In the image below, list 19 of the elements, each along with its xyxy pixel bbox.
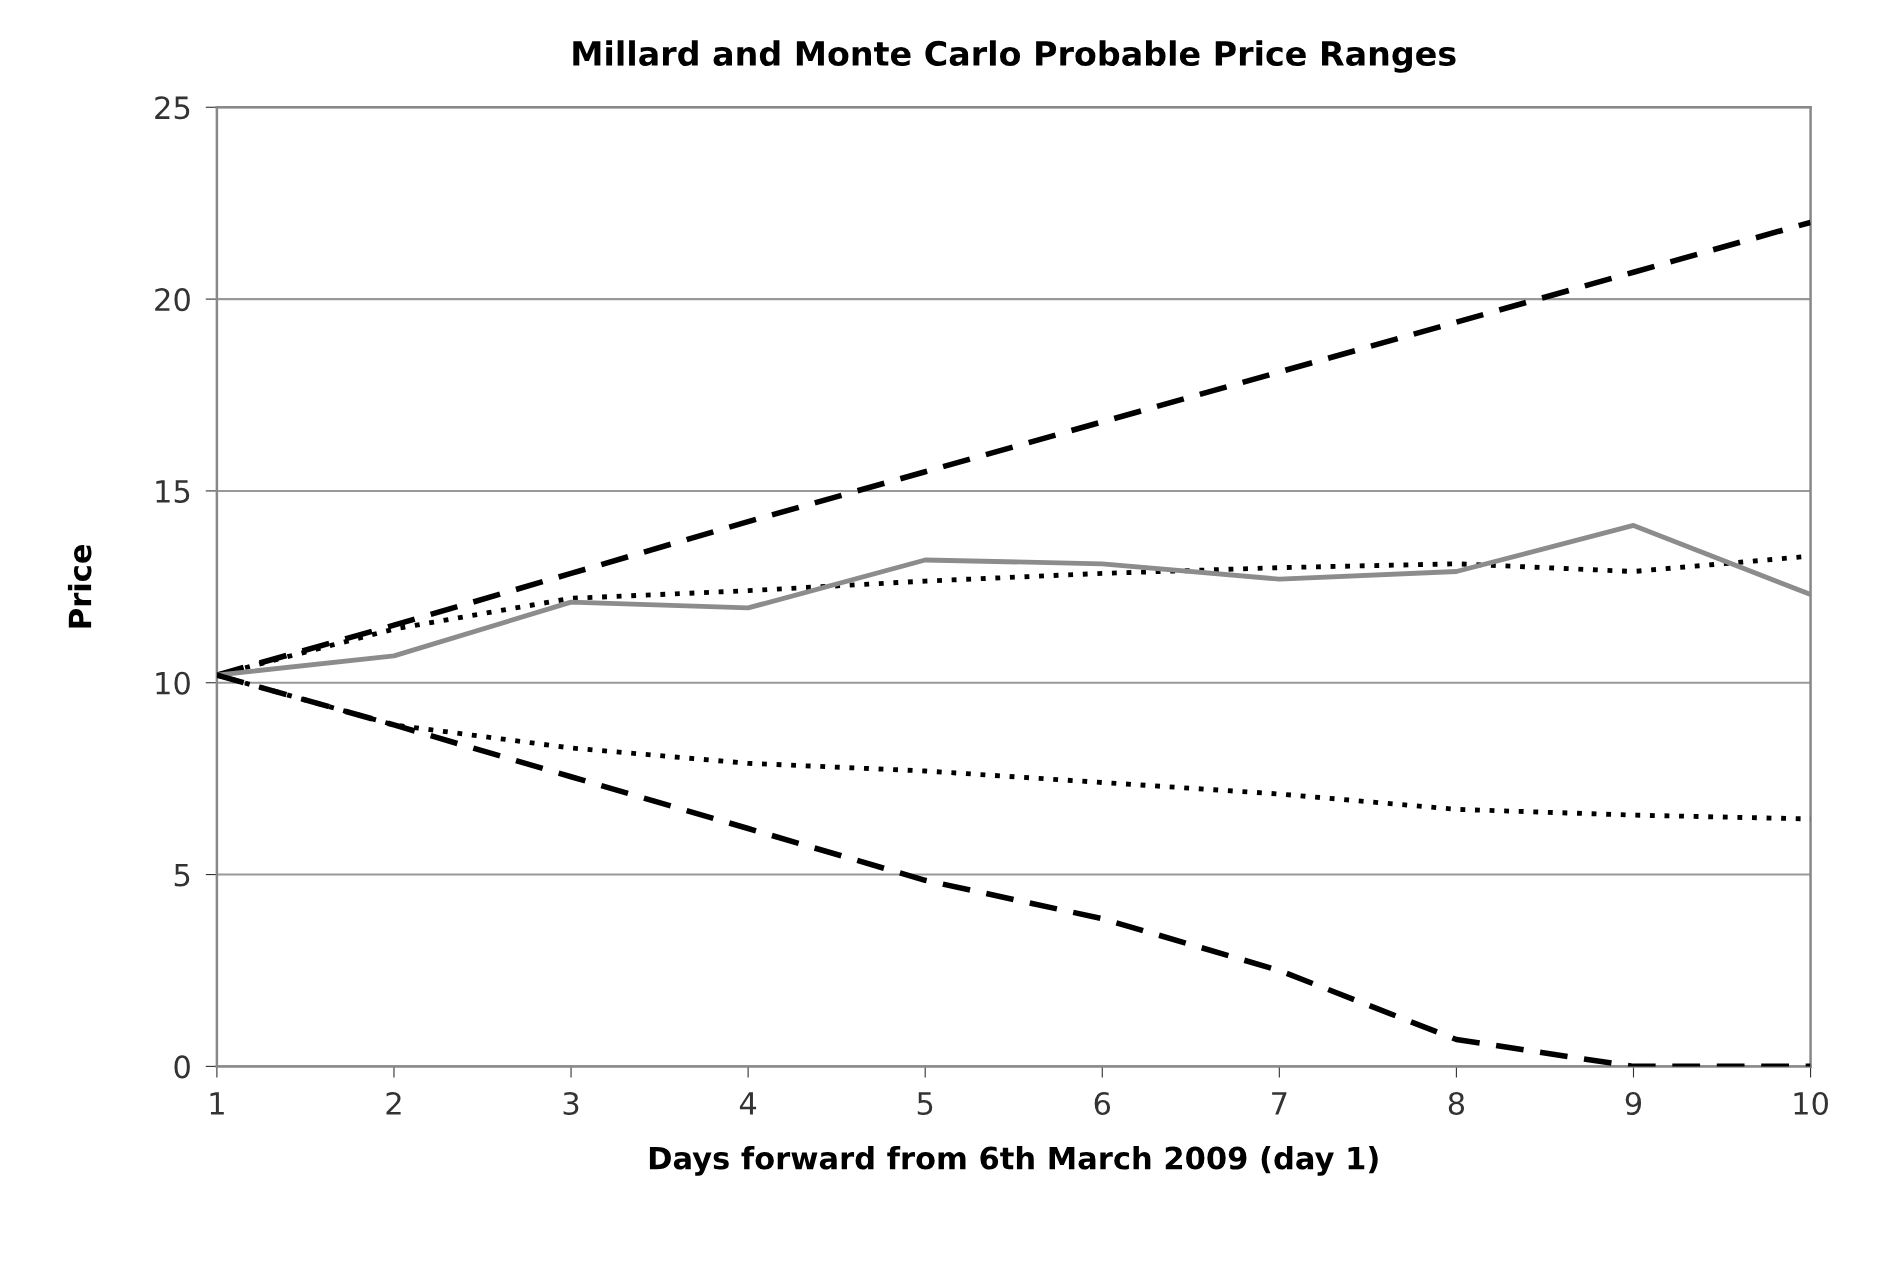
y-tick-label: 10 (156, 671, 190, 695)
y-axis-title: Price (67, 544, 92, 628)
x-tick-label: 2 (386, 1091, 401, 1115)
x-tick-label: 6 (1094, 1091, 1111, 1116)
x-tick-label: 3 (563, 1091, 579, 1116)
x-tick-label: 5 (917, 1092, 933, 1116)
y-tick-label: 15 (156, 480, 190, 503)
x-tick-label: 4 (739, 1092, 757, 1115)
y-tick-label: 0 (174, 1055, 190, 1079)
x-tick-label: 1 (210, 1092, 224, 1115)
chart-title: Millard and Monte Carlo Probable Price Ranges (573, 40, 1456, 73)
x-tick-label: 7 (1272, 1092, 1287, 1115)
x-axis-title: Days forward from 6th March 2009 (day 1) (649, 1145, 1378, 1176)
y-tick-label: 25 (155, 96, 190, 120)
x-tick-label: 8 (1448, 1091, 1465, 1116)
x-tick-label: 10 (1794, 1091, 1828, 1116)
x-tick-label: 9 (1625, 1091, 1642, 1116)
y-tick-label: 20 (155, 288, 190, 312)
y-tick-label: 5 (174, 863, 190, 887)
